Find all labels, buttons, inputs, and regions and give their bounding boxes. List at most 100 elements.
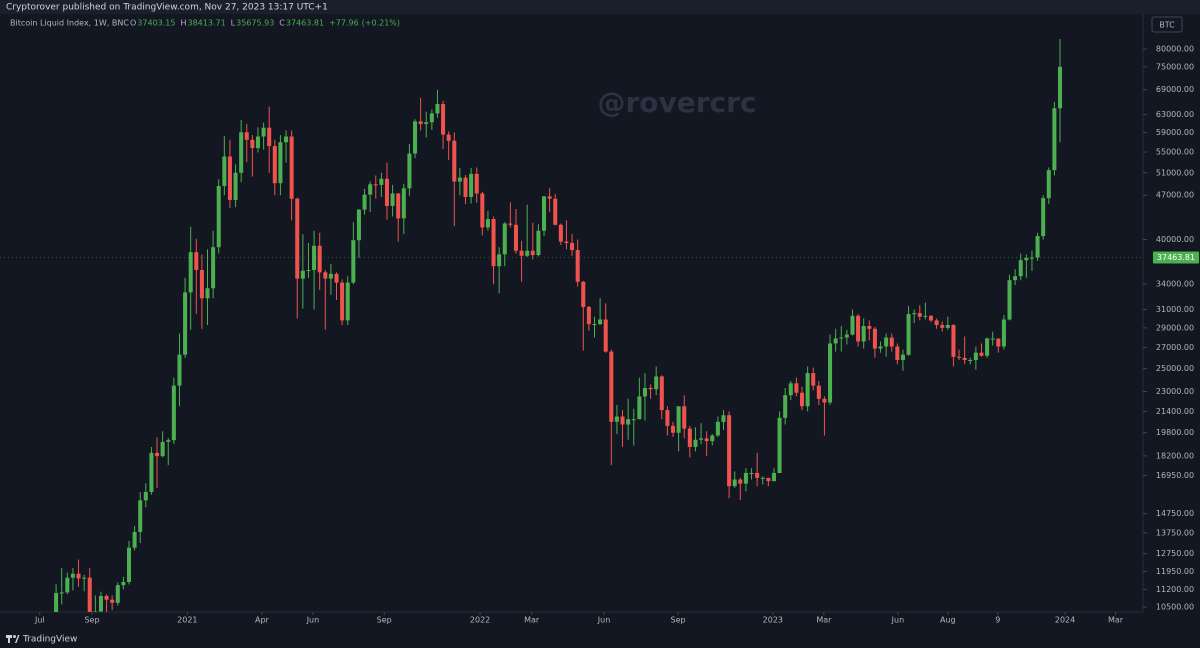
candle-body <box>525 250 530 256</box>
candle-body <box>70 573 75 578</box>
candle-body <box>149 452 154 492</box>
candle-body <box>407 153 412 189</box>
candle-body <box>463 177 468 197</box>
y-tick-label: 12750.00 <box>1156 549 1194 558</box>
candle-body <box>547 196 552 199</box>
candle-body <box>211 247 216 289</box>
publisher-line: Cryptorover published on TradingView.com… <box>6 3 328 13</box>
y-tick-label: 11200.00 <box>1156 585 1194 594</box>
last-price-label: 37463.81 <box>1157 253 1195 262</box>
legend-value: 37403.15 <box>137 19 175 28</box>
candle-body <box>951 325 956 357</box>
currency-label[interactable]: BTC <box>1159 21 1175 30</box>
candle-body <box>564 241 569 243</box>
candle-body <box>693 439 698 447</box>
candle-body <box>867 325 872 329</box>
candle-body <box>872 328 877 349</box>
candle-body <box>194 252 199 271</box>
x-tick-label: Apr <box>255 616 270 625</box>
y-tick-label: 69000.00 <box>1156 85 1194 94</box>
candle-body <box>418 121 423 125</box>
legend-value: 37463.81 <box>286 19 324 28</box>
candle-body <box>239 132 244 173</box>
candle-body <box>485 219 490 228</box>
candle-body <box>687 428 692 447</box>
candle-body <box>1024 257 1029 261</box>
candle-body <box>446 134 451 141</box>
candle-body <box>362 194 367 210</box>
x-tick-label: 2024 <box>1055 616 1075 625</box>
candle-body <box>306 270 311 272</box>
candle-body <box>250 139 255 149</box>
candle-body <box>889 337 894 347</box>
candle-body <box>143 491 148 501</box>
x-tick-label: Mar <box>816 616 832 625</box>
candle-body <box>637 396 642 420</box>
candle-body <box>575 250 580 282</box>
candle-body <box>811 373 816 386</box>
candle-body <box>328 273 333 279</box>
candle-body <box>222 156 227 187</box>
currency-box[interactable] <box>1151 16 1183 33</box>
last-price-tag <box>1153 251 1199 264</box>
x-tick-label: 2023 <box>763 616 783 625</box>
candle-body <box>502 223 507 255</box>
axes: 80000.00 75000.00 69000.00 63000.00 59000.00… <box>0 45 1199 625</box>
candle-body <box>317 245 322 273</box>
legend-change: +77.96 <box>329 19 359 28</box>
candle-body <box>1029 257 1034 259</box>
x-tick-label: 9 <box>995 616 1000 625</box>
legend-key: H <box>180 19 186 28</box>
candle-body <box>962 357 967 360</box>
candle-body <box>1046 170 1051 199</box>
candle-body <box>323 272 328 279</box>
y-tick-label: 13750.00 <box>1156 528 1194 537</box>
candle-body <box>558 224 563 242</box>
legend-value: 35675.93 <box>236 19 274 28</box>
candle-body <box>850 315 855 335</box>
y-tick-label: 55000.00 <box>1156 148 1194 157</box>
candle-body <box>743 472 748 484</box>
candle-body <box>457 177 462 182</box>
candle-body <box>1013 276 1018 281</box>
candle-body <box>1052 108 1057 171</box>
legend-key: C <box>279 19 285 28</box>
candle-body <box>985 338 990 356</box>
candle-body <box>715 421 720 436</box>
candle-body <box>878 346 883 349</box>
candle-body <box>598 319 603 325</box>
candle-body <box>261 127 266 137</box>
candle-body <box>654 376 659 390</box>
candle-body <box>586 306 591 325</box>
candle-body <box>1018 260 1023 277</box>
candle-body <box>530 250 535 256</box>
candle-body <box>755 472 760 478</box>
header-bar <box>0 0 1200 14</box>
legend-values: O 37403.15 H 38413.71 L 35675.93 C 37463.81 +77.… <box>130 19 400 28</box>
candle-body <box>1041 198 1046 237</box>
candle-body <box>379 178 384 185</box>
candle-body <box>312 245 317 271</box>
candle-body <box>59 592 64 594</box>
candle-body <box>682 406 687 429</box>
y-tick-label: 19800.00 <box>1156 428 1194 437</box>
candle-body <box>968 359 973 361</box>
candle-body <box>923 315 928 317</box>
candle-body <box>82 577 87 579</box>
y-tick-label: 29000.00 <box>1156 323 1194 332</box>
candle-body <box>861 325 866 342</box>
candle-body <box>945 325 950 328</box>
y-tick-label: 51000.00 <box>1156 168 1194 177</box>
candle-body <box>856 315 861 342</box>
y-tick-label: 23000.00 <box>1156 387 1194 396</box>
candle-body <box>957 356 962 358</box>
candle-body <box>351 240 356 283</box>
y-tick-label: 11950.00 <box>1156 567 1194 576</box>
candle-body <box>491 219 496 267</box>
candle-body <box>368 184 373 195</box>
candle-body <box>155 452 160 457</box>
candle-body <box>799 392 805 407</box>
x-tick-label: 2022 <box>470 616 490 625</box>
candle-body <box>614 416 619 422</box>
